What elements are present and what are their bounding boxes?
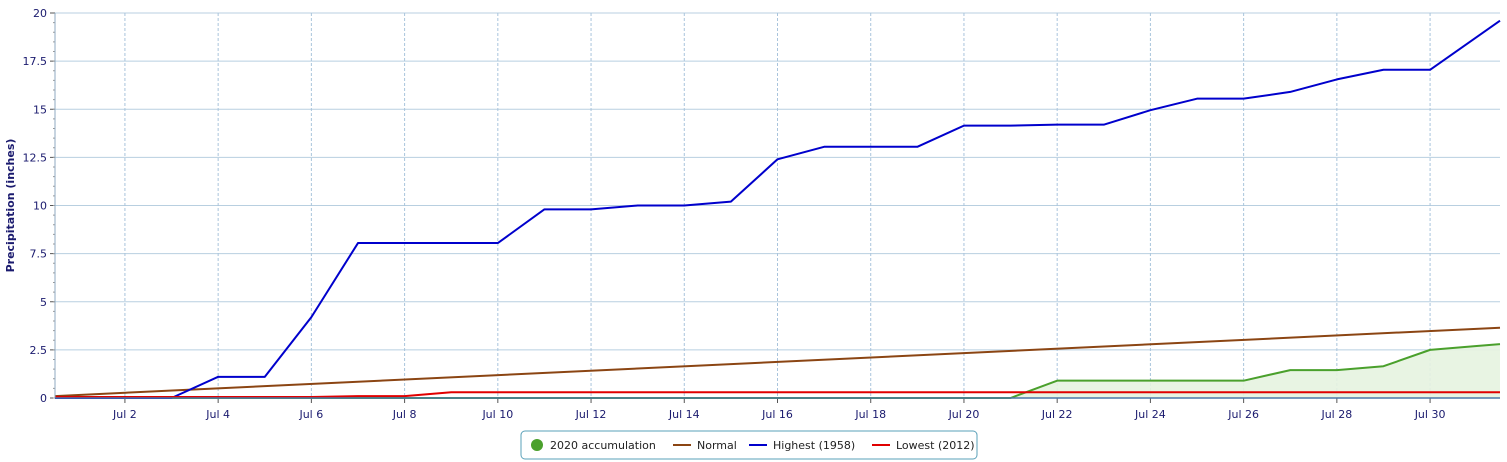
x-tick-label: Jul 10 (481, 408, 513, 421)
x-tick-label: Jul 6 (298, 408, 323, 421)
x-tick-label: Jul 22 (1041, 408, 1073, 421)
x-tick-label: Jul 14 (668, 408, 700, 421)
x-tick-label: Jul 2 (112, 408, 137, 421)
legend-label: Normal (697, 439, 737, 452)
x-tick-label: Jul 26 (1227, 408, 1259, 421)
x-tick-label: Jul 20 (948, 408, 980, 421)
series-areas (55, 344, 1500, 398)
y-axis-label: Precipitation (inches) (4, 139, 17, 273)
highest-1958-line[interactable] (55, 19, 1501, 399)
legend-item-2020-accumulation[interactable]: 2020 accumulation (531, 439, 656, 452)
x-tick-label: Jul 4 (205, 408, 230, 421)
y-tick-labels: 0 2.5 5 7.5 10 12.5 15 17.5 20 (23, 7, 48, 405)
y-tick-label: 10 (33, 200, 47, 213)
legend-item-normal[interactable]: Normal (673, 439, 737, 452)
legend-marker (531, 439, 543, 451)
y-tick-label: 12.5 (23, 151, 48, 164)
x-tick-labels: Jul 2 Jul 4 Jul 6 Jul 8 Jul 10 Jul 12 Jul 14 Ju… (112, 408, 1445, 421)
y-tick-label: 15 (33, 103, 47, 116)
2020-accumulation-area (55, 344, 1500, 398)
y-tick-label: 2.5 (30, 344, 48, 357)
lowest-2012-line[interactable] (55, 391, 1500, 399)
y-tick-label: 7.5 (30, 248, 48, 261)
y-tick-label: 20 (33, 7, 47, 20)
x-tick-label: Jul 16 (761, 408, 793, 421)
legend-label: Lowest (2012) (896, 439, 975, 452)
y-tick-label: 5 (40, 296, 47, 309)
y-tick-label: 17.5 (23, 55, 48, 68)
x-tick-label: Jul 28 (1320, 408, 1352, 421)
axes (50, 12, 1500, 403)
normal-line[interactable] (54, 326, 1501, 398)
y-tick-label: 0 (40, 392, 47, 405)
x-tick-label: Jul 30 (1414, 408, 1446, 421)
x-tick-label: Jul 8 (392, 408, 417, 421)
grid (55, 12, 1500, 399)
x-tick-label: Jul 24 (1134, 408, 1166, 421)
legend-item-lowest-2012[interactable]: Lowest (2012) (872, 439, 975, 452)
legend-label: 2020 accumulation (550, 439, 656, 452)
legend: 2020 accumulation Normal Highest (1958) Low… (520, 430, 978, 460)
x-tick-label: Jul 12 (575, 408, 607, 421)
legend-item-highest-1958[interactable]: Highest (1958) (749, 439, 855, 452)
legend-label: Highest (1958) (773, 439, 855, 452)
x-tick-label: Jul 18 (854, 408, 886, 421)
